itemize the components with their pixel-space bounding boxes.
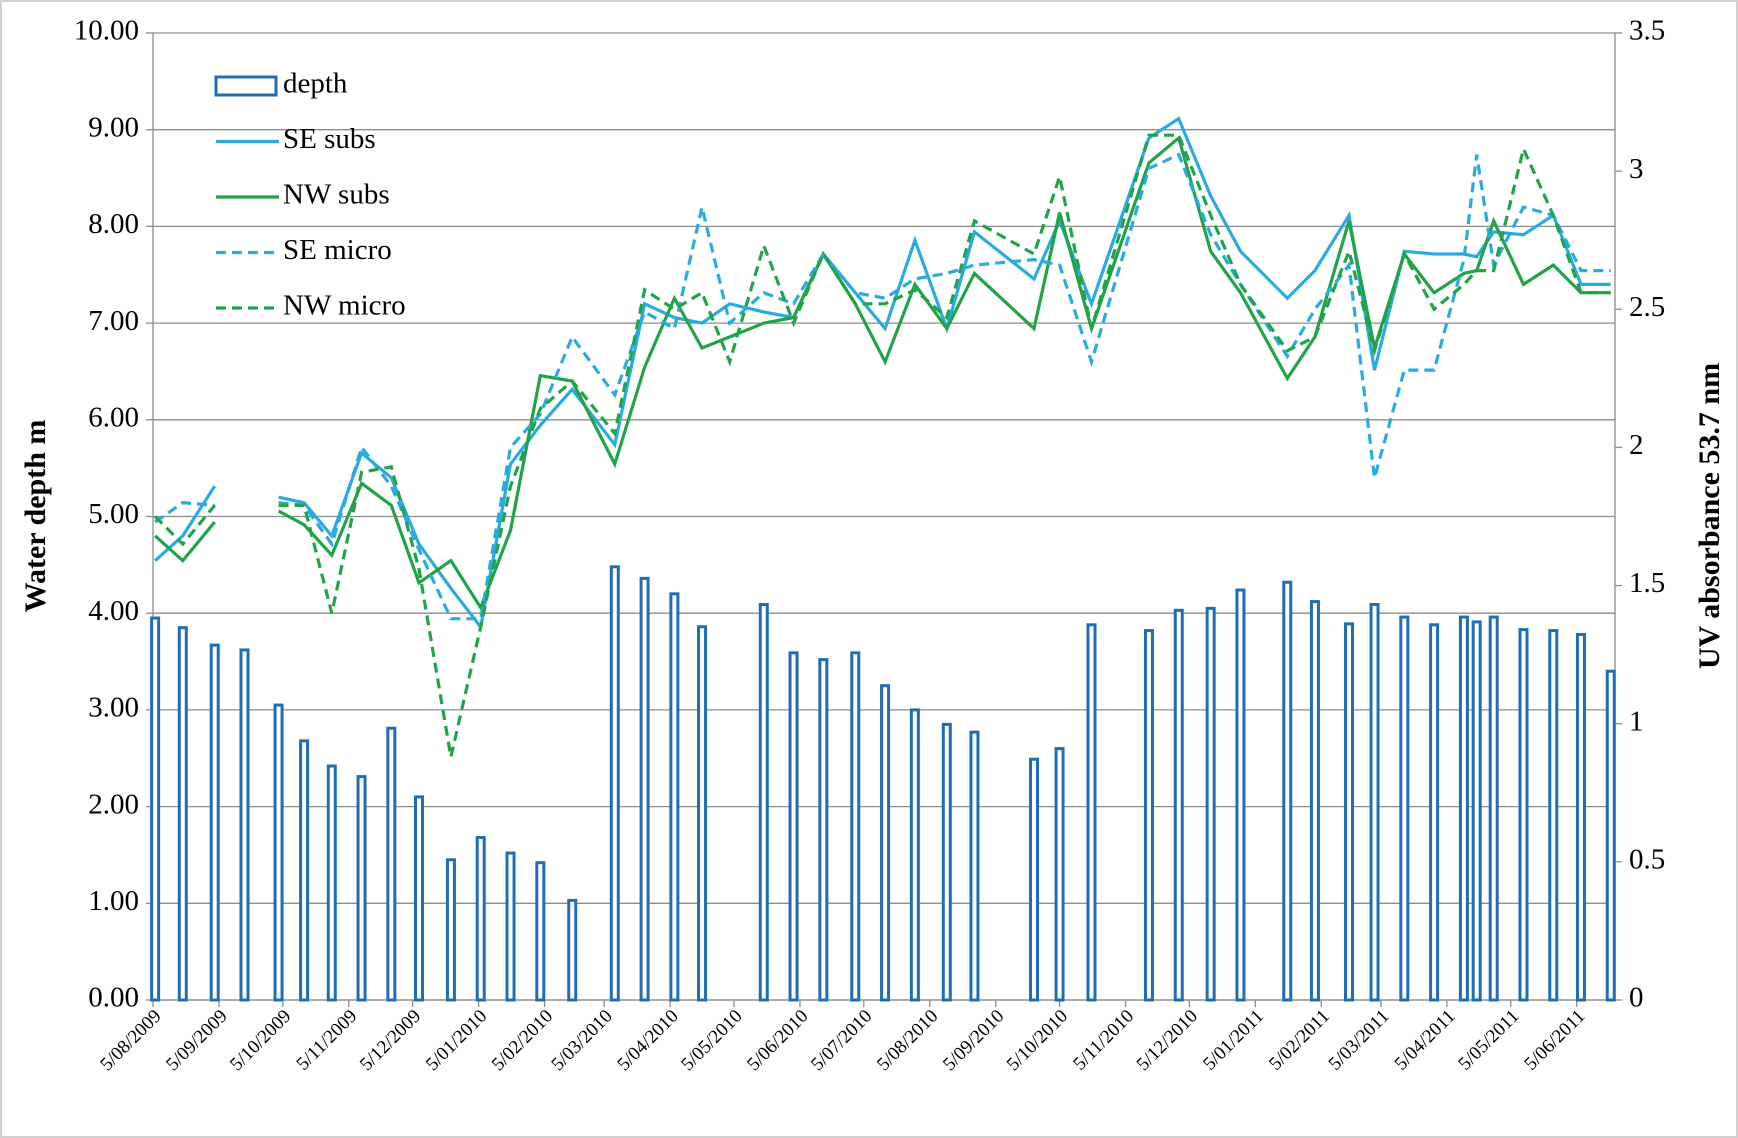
bar	[475, 836, 486, 1002]
legend-label: depth	[283, 68, 348, 100]
bar	[1471, 620, 1482, 1002]
bar	[1518, 628, 1529, 1002]
legend-label: NW micro	[283, 290, 406, 322]
bar	[909, 708, 920, 1002]
legend-label: SE subs	[283, 123, 376, 155]
bar	[567, 898, 578, 1002]
y-tick-label: 3.00	[88, 692, 139, 724]
bar	[209, 643, 220, 1002]
line	[154, 152, 1611, 621]
y-tick-label: 8.00	[88, 208, 139, 240]
bar	[1488, 615, 1499, 1002]
legend-swatch	[214, 75, 278, 97]
y-tick-label: 1.00	[88, 885, 139, 917]
bar	[356, 775, 367, 1002]
bar	[239, 648, 250, 1002]
bar	[1173, 608, 1184, 1002]
bar	[1309, 600, 1320, 1002]
bar	[880, 684, 891, 1002]
bar	[1575, 632, 1586, 1002]
bar	[1369, 602, 1380, 1002]
y2-tick-label: 1.5	[1629, 567, 1665, 599]
bar	[818, 658, 829, 1002]
y2-tick-label: 1	[1629, 705, 1644, 737]
bar	[1343, 622, 1354, 1002]
bar	[1282, 580, 1293, 1002]
bar	[505, 851, 516, 1002]
y2-tick-label: 2	[1629, 429, 1644, 461]
y-tick-label: 10.00	[74, 15, 139, 47]
bar	[1054, 747, 1065, 1002]
bar	[326, 764, 337, 1002]
y-tick-label: 0.00	[88, 982, 139, 1014]
bar	[150, 616, 161, 1002]
y-tick-label: 2.00	[88, 788, 139, 820]
y-tick-label: 4.00	[88, 595, 139, 627]
y2-tick-label: 0.5	[1629, 844, 1665, 876]
bar	[788, 651, 799, 1002]
bar	[941, 722, 952, 1002]
y2-tick-label: 2.5	[1629, 291, 1665, 323]
bar	[1143, 629, 1154, 1002]
bar	[609, 565, 620, 1002]
y-axis-title: Water depth m	[19, 420, 52, 613]
bar	[758, 602, 769, 1002]
bar	[669, 592, 680, 1002]
bar	[1429, 623, 1440, 1002]
y-tick-label: 6.00	[88, 401, 139, 433]
y2-tick-label: 3	[1629, 153, 1644, 185]
y2-tick-label: 3.5	[1629, 15, 1665, 47]
bar	[1029, 757, 1040, 1002]
bar	[414, 795, 425, 1002]
y-tick-label: 7.00	[88, 305, 139, 337]
bar	[1458, 615, 1469, 1002]
legend-label: SE micro	[283, 234, 392, 266]
bar	[445, 858, 456, 1002]
bar	[850, 651, 861, 1002]
bar	[1235, 588, 1246, 1002]
bar	[969, 730, 980, 1002]
bar	[299, 739, 310, 1002]
bar	[639, 576, 650, 1002]
y2-axis-title: UV absorbance 53.7 nm	[1693, 363, 1726, 669]
line	[153, 133, 1611, 758]
bar	[535, 861, 546, 1002]
bar	[386, 726, 397, 1002]
y2-tick-label: 0	[1629, 982, 1644, 1014]
bar	[697, 625, 708, 1002]
bar	[1605, 669, 1616, 1002]
bar	[1086, 623, 1097, 1002]
bar	[1399, 615, 1410, 1002]
legend-label: NW subs	[283, 179, 390, 211]
bar	[273, 703, 284, 1002]
y-tick-label: 9.00	[88, 111, 139, 143]
y-tick-label: 5.00	[88, 498, 139, 530]
bar	[1205, 606, 1216, 1002]
bar	[177, 626, 188, 1002]
bar	[1548, 629, 1559, 1002]
